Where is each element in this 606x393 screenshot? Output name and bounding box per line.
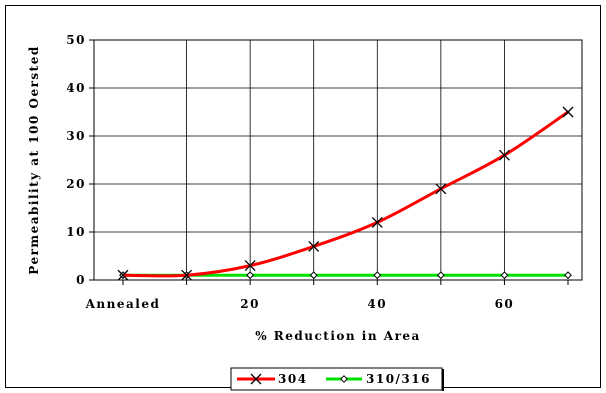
y-tick-label: 20 bbox=[66, 177, 86, 191]
diamond-marker bbox=[247, 272, 253, 278]
x-marker bbox=[563, 107, 573, 117]
legend-label: 310/316 bbox=[366, 372, 431, 386]
y-tick-label: 40 bbox=[66, 81, 86, 95]
x-axis-ticks: Annealed 20 40 60 bbox=[85, 280, 568, 311]
x-tick-label: Annealed bbox=[85, 297, 161, 311]
x-tick-label: 40 bbox=[367, 297, 387, 311]
x-axis-label: % Reduction in Area bbox=[255, 329, 421, 343]
y-tick-label: 0 bbox=[76, 273, 86, 287]
diamond-marker bbox=[438, 272, 444, 278]
series-line bbox=[123, 112, 568, 276]
diamond-marker bbox=[374, 272, 380, 278]
legend-label: 304 bbox=[278, 372, 308, 386]
legend: 304 310/316 bbox=[231, 368, 443, 391]
y-tick-label: 30 bbox=[66, 129, 86, 143]
diamond-marker bbox=[565, 272, 571, 278]
x-tick-label: 60 bbox=[495, 297, 515, 311]
y-axis-ticks: 0 10 20 30 40 50 bbox=[66, 33, 94, 287]
x-tick-label: 20 bbox=[240, 297, 260, 311]
diamond-marker bbox=[311, 272, 317, 278]
y-axis-label: Permeability at 100 Oersted bbox=[27, 45, 41, 274]
y-tick-label: 10 bbox=[66, 225, 86, 239]
y-tick-label: 50 bbox=[66, 33, 86, 47]
diamond-marker bbox=[501, 272, 507, 278]
